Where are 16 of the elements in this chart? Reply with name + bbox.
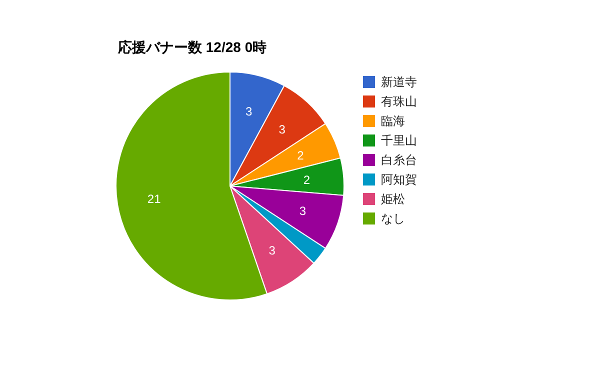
data-label: 2 [303,172,310,187]
legend-label: 姫松 [381,192,405,206]
data-label: 2 [297,148,304,162]
legend-label: 千里山 [381,134,417,148]
legend-label: 新道寺 [381,75,417,89]
data-label: 3 [246,104,253,119]
legend-label: 阿知賀 [381,172,417,186]
data-label: 3 [299,204,306,218]
data-label: 21 [147,192,162,206]
data-label: 3 [268,244,276,258]
legend-label: 臨海 [381,114,405,128]
legend-label: 白糸台 [381,153,417,167]
data-label: 3 [278,122,286,137]
chart-title: 応援バナー数 12/28 0時 [117,39,267,55]
legend-label: なし [381,212,405,226]
legend-label: 有珠山 [381,94,417,108]
